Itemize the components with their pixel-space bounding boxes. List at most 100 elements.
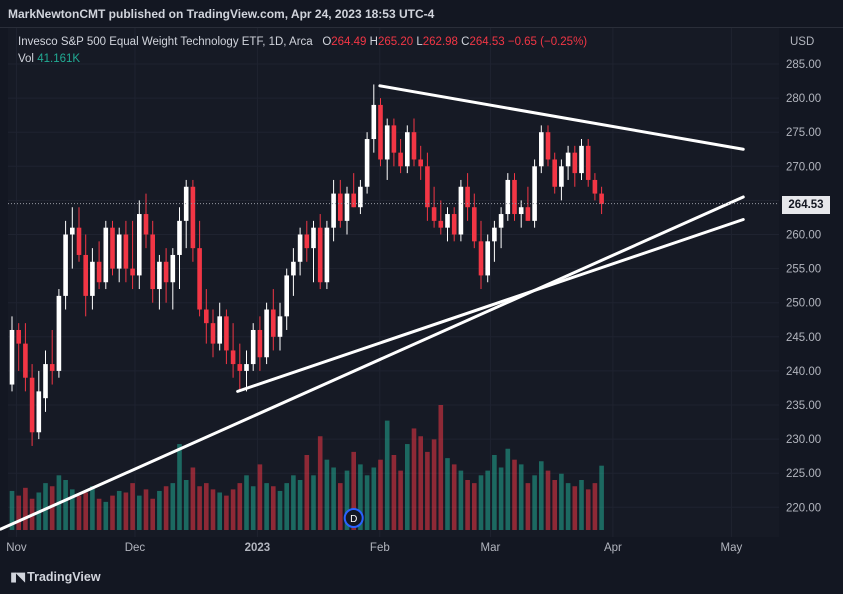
candle-body (70, 227, 75, 235)
candle-body (304, 234, 310, 249)
volume-bar (331, 467, 336, 530)
volume-bar (532, 475, 537, 530)
x-tick-label: May (721, 542, 743, 554)
candle-body (585, 145, 591, 180)
volume-bar (130, 483, 135, 530)
volume-bar (344, 470, 350, 530)
volume-bar (592, 483, 598, 530)
volume-bar (398, 470, 403, 530)
legend-ohlc-row: Invesco S&P 500 Equal Weight Technology … (18, 34, 587, 51)
volume-bar (579, 480, 584, 530)
dividend-marker-label: D (350, 514, 357, 525)
candle-body (43, 364, 48, 399)
candle-body (257, 329, 263, 358)
volume-bar (585, 489, 591, 530)
y-tick-label: 275.00 (786, 127, 821, 139)
volume-bar (63, 480, 68, 530)
candle-body (170, 254, 176, 283)
candle-body (572, 152, 578, 174)
candle-body (130, 268, 135, 276)
volume-bar (257, 464, 263, 530)
volume-bar (244, 475, 249, 530)
volume-bar (230, 489, 236, 530)
volume-bar (472, 483, 477, 530)
volume-bar (391, 455, 397, 530)
volume-bar (224, 495, 229, 530)
legend-low-value: 262.98 (422, 36, 458, 48)
volume-bar (458, 470, 464, 530)
volume-bar (271, 486, 276, 530)
volume-bar (518, 464, 524, 530)
candle-body (384, 125, 390, 160)
candle-body (344, 193, 350, 221)
candle-body (518, 207, 524, 215)
volume-bar (465, 480, 470, 530)
tradingview-logo[interactable]: ▮◥ TradingView (10, 569, 101, 585)
candle-body (559, 166, 564, 187)
volume-bar (170, 483, 176, 530)
volume-bar (552, 480, 557, 530)
candle-body (190, 186, 196, 249)
candle-body (465, 186, 470, 208)
candle-body (599, 193, 604, 204)
candle-body (210, 323, 216, 344)
x-tick-label: 2023 (245, 542, 271, 554)
candle-body (565, 152, 571, 167)
candle-body (445, 214, 450, 228)
candle-body (96, 261, 102, 283)
candle-body (371, 104, 377, 140)
volume-bar (123, 492, 129, 530)
y-tick-label: 220.00 (786, 502, 821, 514)
candle-body (472, 207, 477, 242)
candle-body (431, 207, 437, 221)
volume-bar (90, 486, 95, 530)
x-tick-label: Nov (6, 542, 27, 554)
candle-body (505, 179, 511, 215)
volume-bar (364, 475, 370, 530)
tradingview-logo-icon: ▮◥ (10, 569, 25, 584)
tradingview-logo-text: TradingView (27, 570, 101, 584)
volume-bar (498, 467, 504, 530)
candle-body (324, 227, 330, 283)
time-axis (0, 537, 843, 560)
candle-body (525, 207, 531, 221)
volume-bar (23, 487, 28, 530)
volume-bar (49, 486, 55, 530)
volume-bar (431, 439, 437, 530)
volume-bar (204, 483, 209, 530)
dividend-marker (343, 508, 364, 528)
volume-bar (43, 483, 48, 530)
legend-volume-label: Vol (18, 53, 34, 65)
candle-body (29, 377, 35, 433)
candle-body (63, 234, 68, 296)
volume-bar (264, 483, 269, 530)
candle-body (358, 186, 363, 208)
candle-body (197, 248, 202, 310)
volume-bar (96, 498, 102, 530)
volume-bar (143, 489, 149, 530)
volume-bar (284, 483, 289, 530)
candle-body (76, 227, 82, 255)
volume-bar (411, 428, 417, 530)
currency-label: USD (790, 36, 814, 48)
volume-bar (559, 473, 564, 530)
candle-body (177, 220, 182, 255)
legend-close-value: 264.53 (469, 36, 505, 48)
volume-bar (237, 483, 243, 530)
legend-open-label: O (322, 36, 332, 48)
candle-body (579, 145, 584, 174)
candle-body (150, 234, 155, 290)
volume-bar (445, 458, 450, 530)
candle-body (512, 179, 517, 215)
candle-body (284, 275, 289, 317)
candle-body (405, 132, 410, 167)
volume-bar (304, 455, 310, 530)
volume-bar (137, 495, 142, 530)
candle-body (478, 241, 484, 276)
volume-bar (371, 467, 377, 530)
y-tick-label: 250.00 (786, 298, 821, 310)
chart-area[interactable] (8, 28, 779, 537)
candle-body (83, 254, 88, 296)
trendline (378, 84, 745, 151)
